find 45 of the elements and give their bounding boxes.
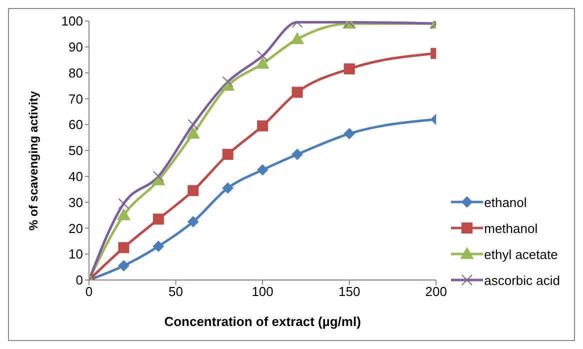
point — [256, 57, 270, 69]
point — [118, 260, 130, 272]
point — [186, 127, 200, 139]
x-tick-label: 150 — [338, 284, 360, 300]
point — [222, 182, 234, 194]
x-axis-title: Concentration of extract (µg/ml) — [164, 314, 361, 329]
point — [188, 216, 199, 228]
x-tick-label: 100 — [252, 284, 274, 300]
point — [257, 120, 268, 132]
point — [292, 86, 303, 98]
point — [152, 240, 164, 252]
x-tick-label: 50 — [168, 284, 184, 300]
y-tick-label: 60 — [68, 117, 83, 132]
point — [222, 148, 234, 160]
point — [290, 32, 304, 44]
y-tick-label: 20 — [68, 220, 83, 236]
y-tick-label: 40 — [68, 169, 83, 184]
point — [188, 119, 199, 130]
point — [117, 208, 130, 220]
y-tick-label: 90 — [68, 40, 83, 55]
legend-label: methanol — [484, 220, 538, 236]
legend-label: ethyl acetate — [484, 246, 558, 262]
point — [292, 148, 303, 160]
point — [188, 185, 199, 196]
y-axis-title: % of scavenging activity — [26, 90, 40, 230]
y-tick-label: 80 — [68, 65, 83, 80]
y-tick-label: 10 — [68, 246, 83, 262]
point — [222, 76, 234, 88]
point — [257, 164, 268, 176]
x-tick-label: 200 — [425, 284, 447, 300]
point — [257, 50, 268, 62]
point — [118, 198, 130, 210]
legend-label: ethanol — [484, 194, 527, 210]
point — [152, 214, 164, 225]
point — [344, 63, 355, 74]
y-tick-label: 70 — [68, 91, 83, 106]
y-tick-label: 50 — [68, 143, 83, 158]
y-tick-label: 0 — [76, 272, 83, 288]
y-tick-label: 100 — [61, 14, 83, 29]
point — [344, 128, 355, 140]
point — [152, 170, 164, 182]
x-tick-label: 0 — [85, 284, 93, 300]
legend-label: ascorbic acid — [484, 272, 560, 288]
y-tick-label: 30 — [68, 194, 83, 210]
point — [118, 242, 130, 254]
